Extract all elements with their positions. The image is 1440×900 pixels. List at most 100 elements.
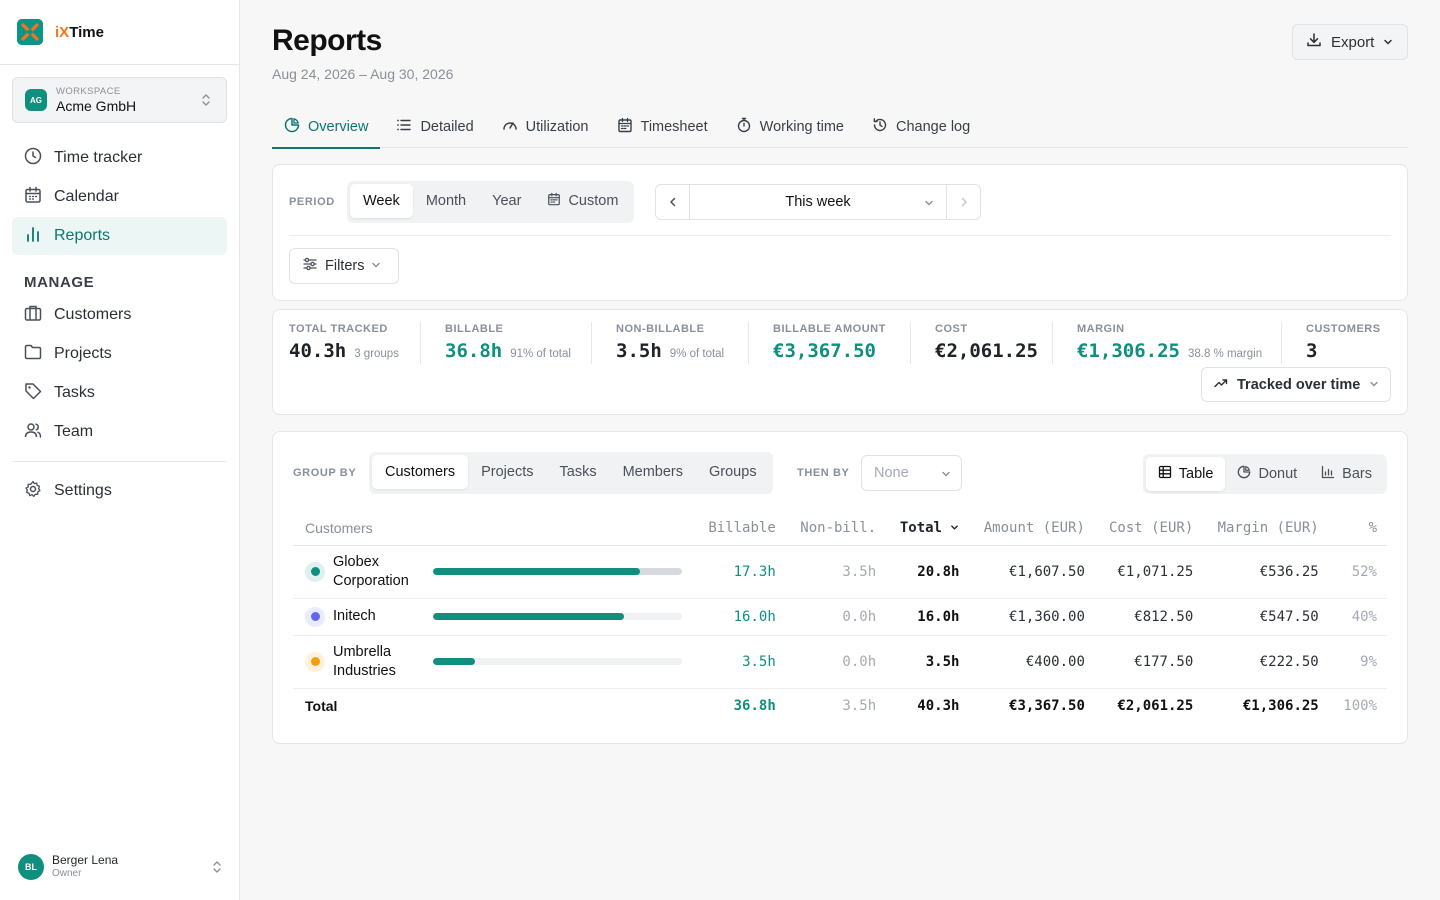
then-by-select[interactable]: None [861,455,962,491]
billable-total-cell: 36.8h [693,687,786,724]
tab-label: Utilization [525,118,589,135]
customer-color-badge [305,606,325,627]
amount-cell: €1,607.50 [969,545,1095,599]
column-header-non-billable[interactable]: Non-bill. [785,512,887,546]
margin-cell: €536.25 [1203,545,1329,599]
tab-working-time[interactable]: Working time [724,105,856,148]
sidebar-item-reports[interactable]: Reports [12,217,227,255]
stat-margin: MARGIN €1,306.25 38.8 % margin [1077,323,1262,362]
divider [910,322,911,364]
pie-icon [1237,465,1251,483]
tracked-over-time-label: Tracked over time [1237,376,1361,393]
workspace-switcher[interactable]: AG WORKSPACE Acme GmbH [12,77,227,123]
nav-section-heading: MANAGE [24,274,95,291]
stat-label: BILLABLE [445,323,504,335]
cost-cell: €177.50 [1094,635,1204,689]
stat-value: 3 [1306,340,1318,362]
margin-cell: €222.50 [1203,635,1329,689]
tab-detailed[interactable]: Detailed [384,105,485,148]
non-billable-cell: 0.0h [785,635,887,689]
column-header-percent[interactable]: % [1328,512,1387,546]
stat-cost: COST €2,061.25 [935,323,1038,362]
export-button[interactable]: Export [1292,24,1408,60]
sidebar-item-team[interactable]: Team [12,413,227,451]
brand[interactable]: iXTime [0,0,239,65]
stat-label: TOTAL TRACKED [289,323,388,335]
column-header-margin[interactable]: Margin (EUR) [1203,512,1329,546]
tab-label: Overview [308,118,369,135]
tab-change-log[interactable]: Change log [860,105,982,148]
cost-total-cell: €2,061.25 [1094,687,1204,724]
customer-name: Umbrella Industries [333,644,396,679]
sidebar-item-settings[interactable]: Settings [12,472,227,510]
period-option-year[interactable]: Year [492,193,522,209]
margin-cell: €547.50 [1203,598,1329,636]
group-by-option-tasks[interactable]: Tasks [559,464,597,480]
tab-label: Detailed [420,118,474,135]
sidebar-item-time-tracker[interactable]: Time tracker [12,139,227,177]
customer-color-dot [310,657,320,666]
percent-cell: 52% [1328,545,1387,599]
period-option-month[interactable]: Month [425,193,467,209]
period-label: PERIOD [289,196,335,208]
sidebar-item-projects[interactable]: Projects [12,335,227,373]
stat-label: CUSTOMERS [1306,323,1381,335]
chevron-down-icon [941,467,951,483]
filters-button[interactable]: Filters [289,248,399,284]
column-header-amount[interactable]: Amount (EUR) [969,512,1095,546]
tab-timesheet[interactable]: Timesheet [605,105,720,148]
chevron-updown-icon [200,93,212,110]
gauge-icon [502,117,518,137]
tab-overview[interactable]: Overview [272,105,381,149]
breakdown-card: GROUP BY Customers Projects Tasks Member… [272,431,1408,744]
workspace-name: Acme GmbH [56,98,137,115]
tag-icon [24,382,42,405]
column-header-cost[interactable]: Cost (EUR) [1094,512,1204,546]
stat-label: BILLABLE AMOUNT [773,323,886,335]
stat-label: COST [935,323,968,335]
sidebar-item-customers[interactable]: Customers [12,296,227,334]
next-period-button[interactable] [946,185,980,219]
user-role: Owner [52,868,82,880]
sidebar-item-label: Projects [54,345,112,362]
share-bar [433,613,682,620]
non-billable-cell: 3.5h [785,545,887,599]
period-dropdown[interactable]: This week [690,185,946,219]
summary-stats-card: TOTAL TRACKED 40.3h 3 groups BILLABLE 36… [272,309,1408,415]
calendar-icon [547,192,561,210]
tab-utilization[interactable]: Utilization [490,105,601,148]
divider [1052,322,1053,364]
sidebar-item-calendar[interactable]: Calendar [12,178,227,216]
view-option-bars[interactable]: Bars [1309,457,1384,491]
chevron-down-icon [1369,377,1379,393]
stat-value: €3,367.50 [773,340,876,362]
folder-icon [24,343,42,366]
chevron-left-icon [668,194,678,210]
view-option-donut[interactable]: Donut [1225,457,1309,491]
workspace-avatar: AG [25,89,47,111]
sidebar-item-tasks[interactable]: Tasks [12,374,227,412]
avatar: BL [18,854,44,880]
column-header-total[interactable]: Total [886,512,970,546]
group-by-option-groups[interactable]: Groups [709,464,757,480]
period-option-custom[interactable]: Custom [534,184,631,218]
previous-period-button[interactable] [656,185,690,219]
tracked-over-time-toggle[interactable]: Tracked over time [1201,367,1391,402]
column-header-customers[interactable]: Customers [293,512,694,546]
period-option-week[interactable]: Week [350,184,413,218]
customer-color-badge [305,561,325,582]
stat-value: 36.8h [445,340,503,362]
user-menu[interactable]: BL Berger Lena Owner [18,854,223,880]
group-by-option-projects[interactable]: Projects [481,464,534,480]
table-row[interactable]: Initech 16.0h 0.0h 16.0h €1,360.00 €812.… [293,598,1387,636]
table-row[interactable]: Umbrella Industries 3.5h 0.0h 3.5h €400.… [293,635,1387,689]
view-option-table[interactable]: Table [1145,457,1226,491]
group-by-option-customers[interactable]: Customers [372,455,469,489]
table-row[interactable]: Globex Corporation 17.3h 3.5h 20.8h €1,6… [293,545,1387,599]
column-header-billable[interactable]: Billable [693,512,786,546]
group-by-option-members[interactable]: Members [622,464,684,480]
chevron-updown-icon [211,860,223,877]
stat-subtext: 38.8 % margin [1187,348,1263,360]
chevron-down-icon [1383,34,1393,51]
billable-cell: 3.5h [693,635,786,689]
